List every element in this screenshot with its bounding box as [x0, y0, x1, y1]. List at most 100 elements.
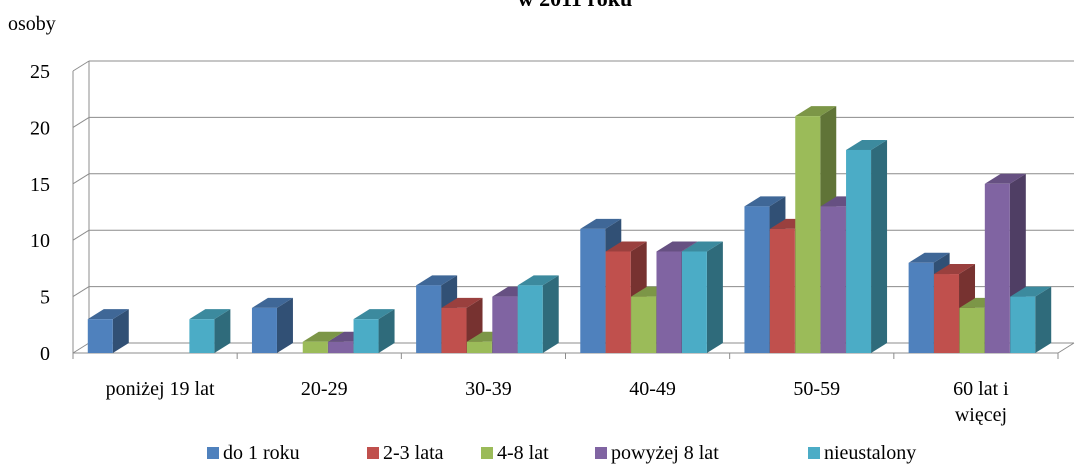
bar-top	[416, 275, 458, 286]
legend-label: nieustalony	[824, 442, 916, 464]
y-tick-label: 15	[30, 174, 50, 196]
legend-swatch	[595, 447, 607, 459]
bar-4-4	[846, 139, 888, 353]
bar-front	[441, 307, 467, 353]
bar-front	[416, 285, 442, 353]
bar-side	[871, 139, 888, 353]
legend: do 1 roku 2-3 lata 4-8 lat powyżej 8 lat nie…	[207, 442, 916, 464]
legend-item: 2-3 lata	[367, 442, 444, 464]
bar-front	[189, 319, 215, 353]
legend-label: 2-3 lata	[383, 442, 444, 464]
bar-front	[302, 341, 328, 353]
bar-3-4	[681, 241, 723, 353]
bar-side	[706, 241, 723, 353]
bar-top	[984, 173, 1026, 184]
bar-front	[959, 307, 985, 353]
category-label: 50-59	[793, 378, 840, 400]
legend-label: do 1 roku	[223, 442, 300, 464]
category-label: więcej	[955, 404, 1007, 426]
category-label: 60 lat i	[953, 378, 1009, 400]
category-label: poniżej 19 lat	[106, 378, 215, 400]
bar-top	[934, 264, 976, 275]
bar-front	[580, 228, 606, 353]
bar-top	[1010, 286, 1052, 297]
bar-top	[908, 252, 950, 263]
category-labels: poniżej 19 lat 20-29 30-39 40-49 50-59 60 lat…	[106, 378, 1009, 426]
chart-title: w 2011 roku	[518, 0, 633, 11]
legend-item: powyżej 8 lat	[595, 442, 719, 464]
bar-front	[87, 319, 113, 353]
bars	[87, 106, 1052, 354]
gridline-connector	[72, 229, 90, 241]
bar-2-4	[517, 275, 559, 353]
bar-front	[1010, 296, 1036, 353]
y-tick-label: 0	[40, 343, 50, 365]
bar-side	[542, 275, 559, 353]
bar-front	[353, 319, 379, 353]
bar-top	[441, 297, 483, 308]
bar-side	[276, 297, 293, 353]
bar-side	[1035, 286, 1052, 353]
bar-front	[908, 262, 934, 353]
bar-front	[769, 228, 795, 353]
bar-1-4	[353, 309, 395, 353]
legend-swatch	[481, 447, 493, 459]
bar-5-4	[1010, 286, 1052, 353]
bar-top	[605, 241, 647, 252]
gridline-connector	[72, 116, 90, 128]
bar-front	[934, 274, 960, 353]
bar-side	[378, 309, 395, 353]
bar-front	[251, 307, 277, 353]
bar-top	[681, 241, 723, 252]
bar-front	[846, 149, 872, 353]
bar-0-4	[189, 309, 231, 353]
bar-top	[189, 309, 231, 320]
y-tick-label: 25	[30, 61, 50, 83]
bar-front	[631, 296, 657, 353]
y-tick-labels: 0 5 10 15 20 25	[30, 61, 50, 365]
gridline-connector	[72, 60, 90, 72]
bar-top	[580, 218, 622, 229]
legend-item: 4-8 lat	[481, 442, 549, 464]
bar-top	[251, 297, 293, 308]
floor-side-edge	[1057, 342, 1075, 354]
bar-front	[681, 251, 707, 353]
bar-top	[656, 241, 698, 252]
gridline-connector	[72, 173, 90, 185]
bar-front	[328, 341, 354, 353]
bar-front	[820, 206, 846, 353]
bar-1-0	[251, 297, 293, 353]
legend-item: nieustalony	[808, 442, 916, 464]
bar-top	[744, 196, 786, 207]
bar-front	[656, 251, 682, 353]
bar-top	[87, 309, 129, 320]
bar-top	[353, 309, 395, 320]
category-label: 20-29	[301, 378, 348, 400]
bar-top	[846, 139, 888, 150]
bar-front	[517, 285, 543, 353]
bar-0-0	[87, 309, 129, 353]
y-tick-label: 20	[30, 117, 50, 139]
axes	[72, 71, 1059, 359]
legend-item: do 1 roku	[207, 442, 300, 464]
bar-front	[984, 183, 1010, 353]
legend-label: 4-8 lat	[497, 442, 549, 464]
gridline-connector	[72, 286, 90, 298]
legend-label: powyżej 8 lat	[611, 442, 719, 464]
bar-front	[605, 251, 631, 353]
bar-front	[795, 116, 821, 354]
y-tick-label: 10	[30, 230, 50, 252]
legend-swatch	[808, 447, 820, 459]
bar-top	[302, 331, 344, 342]
bar-top	[517, 275, 559, 286]
y-axis-unit-label: osoby	[8, 13, 56, 35]
bar-front	[492, 296, 518, 353]
bar-front	[466, 341, 492, 353]
bar-side	[112, 309, 129, 353]
legend-swatch	[367, 447, 379, 459]
category-label: 30-39	[465, 378, 512, 400]
category-label: 40-49	[629, 378, 676, 400]
legend-swatch	[207, 447, 219, 459]
